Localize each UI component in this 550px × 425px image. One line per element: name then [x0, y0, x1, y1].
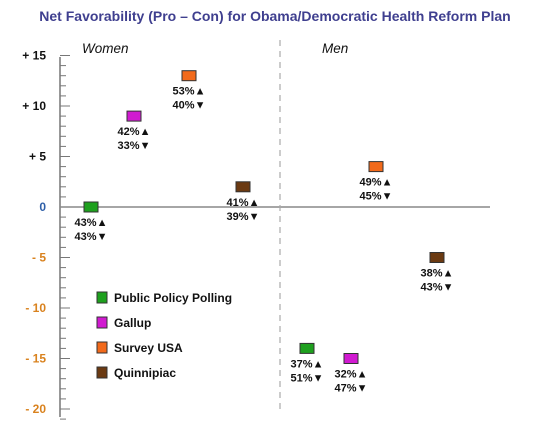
- data-label-pro: 32%▲: [335, 369, 368, 381]
- legend-label: Quinnipiac: [114, 366, 176, 380]
- data-label-pro: 41%▲: [227, 197, 260, 209]
- legend-label: Survey USA: [114, 341, 183, 355]
- data-point-marker: [368, 161, 384, 173]
- y-tick-label: - 10: [25, 301, 46, 315]
- data-label-con: 51%▼: [291, 372, 324, 384]
- data-point-marker: [343, 353, 359, 364]
- legend-label: Gallup: [114, 316, 151, 330]
- data-label-pro: 49%▲: [360, 177, 393, 189]
- legend-swatch: [96, 316, 108, 329]
- y-tick-label: 0: [39, 200, 46, 214]
- data-label-pro: 37%▲: [291, 358, 324, 370]
- data-label-con: 40%▼: [173, 100, 206, 112]
- data-point-marker: [83, 201, 99, 213]
- legend-swatch: [96, 341, 108, 354]
- y-tick-label: - 15: [25, 352, 46, 366]
- data-label-pro: 42%▲: [118, 126, 151, 138]
- data-label-con: 43%▼: [421, 282, 454, 294]
- data-label-pro: 43%▲: [75, 217, 108, 229]
- y-tick-label: - 5: [32, 251, 46, 265]
- y-tick-label: + 15: [22, 49, 46, 63]
- legend-swatch: [96, 366, 108, 379]
- panel-label: Men: [322, 41, 348, 56]
- data-label-pro: 38%▲: [421, 268, 454, 280]
- data-point-marker: [235, 181, 251, 193]
- data-label-con: 33%▼: [118, 140, 151, 152]
- legend-label: Public Policy Polling: [114, 291, 232, 305]
- y-tick-label: + 5: [29, 150, 46, 164]
- data-label-con: 39%▼: [227, 211, 260, 223]
- y-tick-label: - 20: [25, 402, 46, 416]
- data-label-con: 43%▼: [75, 231, 108, 243]
- chart-title: Net Favorability (Pro – Con) for Obama/D…: [39, 8, 511, 24]
- data-point-marker: [299, 342, 315, 354]
- data-label-con: 45%▼: [360, 191, 393, 203]
- y-tick-label: + 10: [22, 99, 46, 113]
- data-label-pro: 53%▲: [173, 86, 206, 98]
- panel-label: Women: [82, 41, 129, 56]
- data-label-con: 47%▼: [335, 383, 368, 395]
- data-point-marker: [429, 252, 445, 263]
- legend-swatch: [96, 291, 108, 304]
- data-point-marker: [126, 110, 142, 122]
- data-point-marker: [181, 70, 197, 82]
